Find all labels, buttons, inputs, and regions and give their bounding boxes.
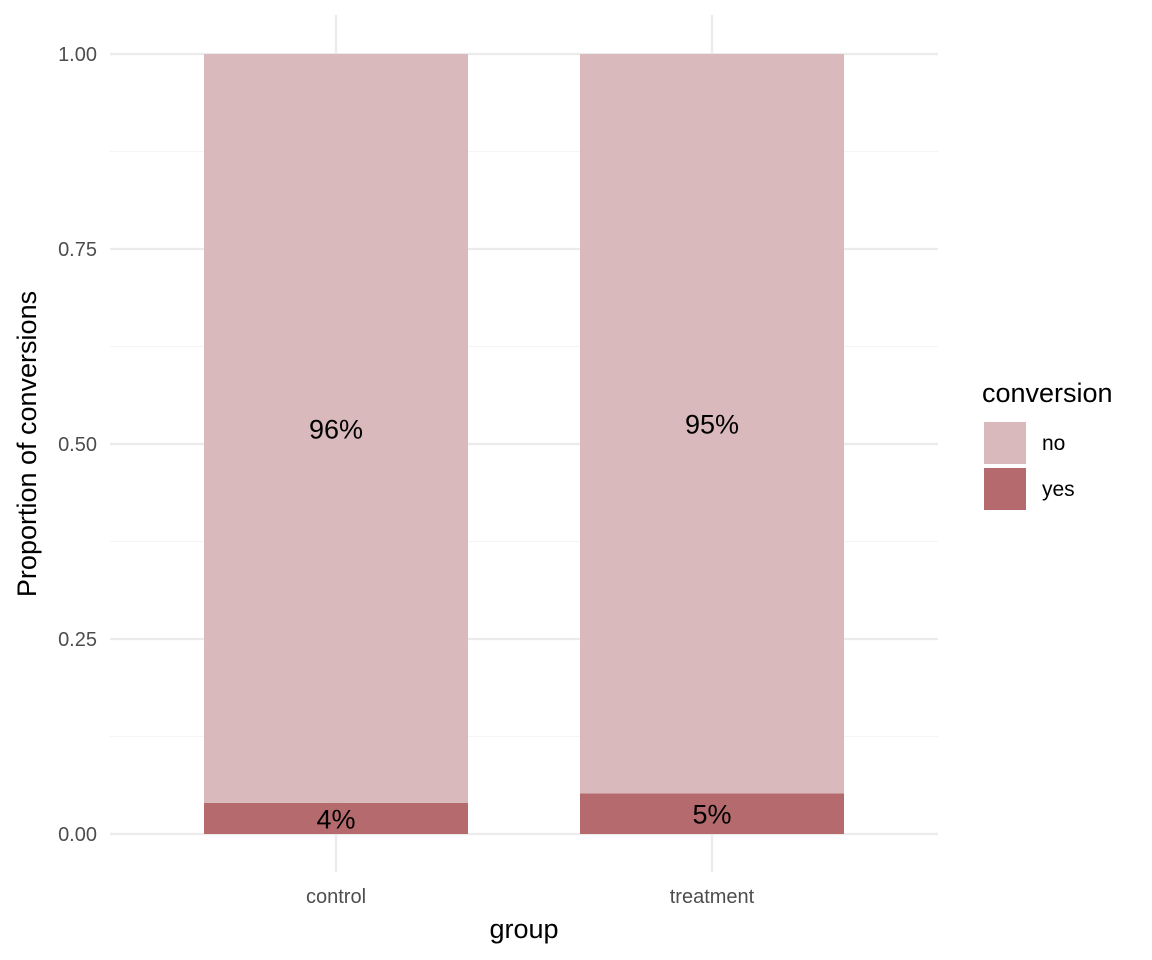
- y-tick-label: 0.75: [58, 239, 97, 261]
- x-tick-label: treatment: [670, 886, 755, 908]
- bar-labels: 96% 4% 95% 5%: [309, 410, 739, 835]
- bar-segment-no: [204, 54, 468, 803]
- x-tick-label: control: [306, 886, 366, 908]
- legend-key-no: [984, 422, 1026, 464]
- bar-segment-yes: [580, 793, 844, 834]
- bar-label-no: 95%: [685, 410, 739, 440]
- bar-segment-no: [580, 54, 844, 794]
- legend-label-no: no: [1042, 432, 1065, 455]
- x-axis-ticks: control treatment: [306, 886, 755, 908]
- bar-label-yes: 5%: [692, 800, 731, 830]
- legend: conversion no yes: [982, 378, 1113, 510]
- x-axis-title: group: [489, 914, 558, 944]
- y-tick-label: 0.50: [58, 434, 97, 456]
- y-tick-label: 0.00: [58, 824, 97, 846]
- legend-label-yes: yes: [1042, 478, 1075, 501]
- legend-title: conversion: [982, 378, 1113, 408]
- legend-key-yes: [984, 468, 1026, 510]
- y-axis-title: Proportion of conversions: [12, 291, 42, 597]
- y-tick-label: 1.00: [58, 44, 97, 66]
- bar-label-no: 96%: [309, 414, 363, 444]
- y-tick-label: 0.25: [58, 629, 97, 651]
- bars: [204, 54, 844, 834]
- bar-segment-yes: [204, 802, 468, 834]
- y-axis-ticks: 0.00 0.25 0.50 0.75 1.00: [58, 44, 97, 846]
- bar-label-yes: 4%: [316, 804, 355, 834]
